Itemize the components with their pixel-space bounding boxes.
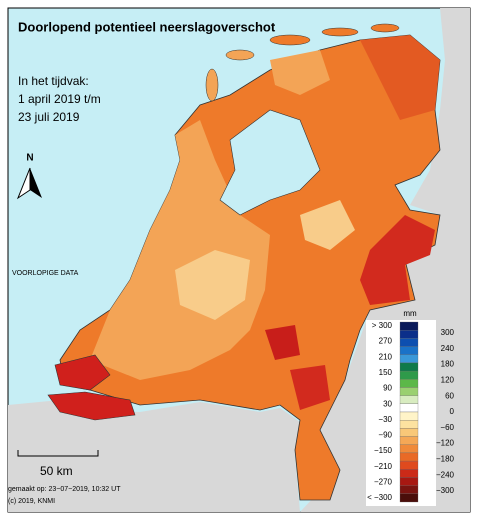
legend-label: 150 bbox=[379, 368, 393, 377]
title: Doorlopend potentieel neerslagoverschot bbox=[18, 19, 276, 34]
legend-label: 90 bbox=[383, 384, 392, 393]
legend-swatch bbox=[399, 403, 419, 413]
legend-swatch bbox=[399, 428, 419, 437]
period: In het tijdvak: bbox=[18, 74, 89, 88]
legend-swatch bbox=[399, 436, 419, 445]
legend-swatch bbox=[399, 370, 419, 380]
legend-label: −300 bbox=[436, 486, 455, 495]
legend-label: 240 bbox=[441, 344, 455, 353]
legend-swatch bbox=[399, 346, 419, 355]
lake bbox=[219, 109, 321, 216]
island bbox=[269, 34, 311, 46]
region-north bbox=[270, 50, 330, 95]
scale-bar bbox=[17, 450, 99, 457]
legend-label: 60 bbox=[445, 391, 454, 400]
region-red bbox=[265, 325, 300, 360]
island bbox=[321, 27, 359, 37]
island bbox=[225, 49, 255, 61]
legend-label: −270 bbox=[374, 477, 393, 486]
legend-swatch bbox=[399, 395, 419, 404]
region-red bbox=[360, 35, 440, 120]
legend-swatch bbox=[399, 330, 419, 339]
legend-label: −90 bbox=[378, 431, 392, 440]
legend-label: −180 bbox=[436, 455, 455, 464]
legend: > 300 270 210 150 90 30 −30 −90 −150 −210 −270 < −3… bbox=[367, 321, 455, 503]
legend-swatch bbox=[399, 387, 419, 396]
legend-swatch bbox=[399, 493, 419, 503]
region-west bbox=[90, 120, 270, 380]
period: 23 juli 2019 bbox=[18, 110, 80, 124]
notice: VOORLOPIGE DATA bbox=[12, 270, 79, 277]
region-red bbox=[360, 215, 435, 305]
legend-label: 180 bbox=[441, 360, 455, 369]
legend-unit: mm bbox=[403, 309, 417, 318]
north-label: N bbox=[26, 153, 33, 164]
legend-label: −210 bbox=[374, 462, 393, 471]
legend-label: −120 bbox=[436, 439, 455, 448]
island bbox=[47, 391, 136, 421]
north-arrow bbox=[16, 167, 31, 200]
scale-label: 50 km bbox=[40, 464, 73, 478]
legend-label: > 300 bbox=[372, 321, 393, 330]
legend-swatch bbox=[399, 379, 419, 388]
island bbox=[205, 68, 219, 102]
legend-label: 0 bbox=[450, 407, 455, 416]
legend-swatch bbox=[399, 321, 419, 331]
legend-swatch bbox=[399, 452, 419, 462]
legend-label: −30 bbox=[378, 415, 392, 424]
footer: (c) 2019, KNMI bbox=[8, 498, 55, 505]
legend-label: < −300 bbox=[367, 493, 392, 502]
legend-swatch bbox=[399, 444, 419, 454]
legend-label: 210 bbox=[379, 352, 393, 361]
legend-swatch bbox=[399, 485, 419, 494]
legend-swatch bbox=[399, 420, 419, 429]
legend-swatch bbox=[399, 469, 419, 478]
region-light bbox=[300, 200, 355, 250]
legend-swatch bbox=[399, 477, 419, 486]
island bbox=[54, 354, 111, 391]
legend-label: −240 bbox=[436, 470, 455, 479]
legend-label: 120 bbox=[441, 376, 455, 385]
legend-swatch bbox=[399, 362, 419, 372]
legend-swatch bbox=[399, 354, 419, 364]
region-red bbox=[290, 365, 330, 410]
region-light bbox=[175, 250, 250, 320]
north-arrow bbox=[30, 168, 42, 198]
legend-swatch bbox=[399, 411, 419, 421]
legend-swatch bbox=[399, 460, 419, 470]
legend-label: 270 bbox=[379, 337, 393, 346]
island bbox=[370, 23, 400, 33]
legend-label: −60 bbox=[440, 423, 454, 432]
legend-label: 300 bbox=[441, 328, 455, 337]
belgium bbox=[8, 400, 300, 512]
legend-label: −150 bbox=[374, 446, 393, 455]
period: 1 april 2019 t/m bbox=[18, 92, 101, 106]
footer: gemaakt op: 23−07−2019, 10:32 UT bbox=[8, 486, 121, 493]
legend-swatch bbox=[399, 338, 419, 347]
legend-label: 30 bbox=[383, 399, 392, 408]
